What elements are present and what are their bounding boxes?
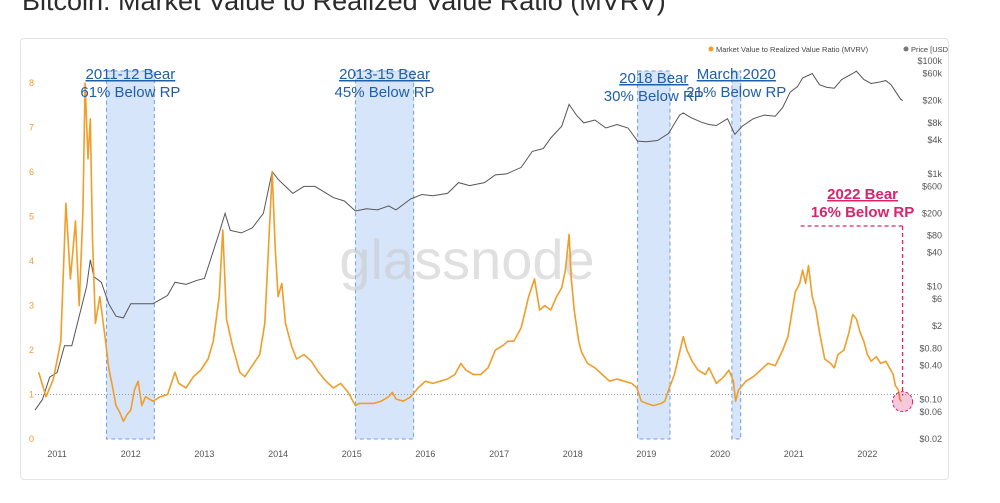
right-axis-tick-label: $1k [927,169,942,179]
bear-annotation-subtitle: 61% Below RP [80,84,180,101]
legend-label: Price [USD] [911,45,948,54]
x-axis-tick-label: 2020 [710,449,730,459]
x-axis-tick-label: 2013 [194,449,214,459]
right-axis-tick-label: $10 [927,282,942,292]
chart-frame: glassnode 0 1 2 3 4 5 6 7 8 $100k $60k $20k $8k $4k $1k… [20,38,949,480]
right-axis-tick-label: $600 [922,181,942,191]
x-axis-tick-label: 2021 [784,449,804,459]
legend-label: Market Value to Realized Value Ratio (MV… [716,45,869,54]
x-axis-tick-label: 2015 [342,449,362,459]
current-bear-marker [892,391,914,413]
mvrv-series-line [37,82,902,422]
left-axis-tick-label: 0 [29,434,34,444]
left-axis-tick-label: 1 [29,390,34,400]
bear-annotation-title: 2018 Bear [619,70,688,87]
left-axis-tick-label: 7 [29,123,34,133]
price-series-line [34,70,904,411]
mvrv-chart: glassnode 0 1 2 3 4 5 6 7 8 $100k $60k $20k $8k $4k $1k… [29,45,948,459]
right-axis-tick-label: $200 [922,208,942,218]
bear-region-3 [637,70,671,440]
x-axis-tick-label: 2016 [415,449,435,459]
left-axis-tick-label: 8 [29,78,34,88]
right-axis-tick-label: $80 [927,231,942,241]
right-axis-tick-label: $60k [922,69,942,79]
x-axis-tick-label: 2012 [121,449,141,459]
right-axis-tick-label: $40 [927,248,942,258]
bear-annotation-subtitle: 21% Below RP [686,84,786,101]
current-bear-subtitle: 16% Below RP [811,204,914,221]
left-axis-tick-label: 2 [29,345,34,355]
right-axis-tick-label: $0.06 [919,407,942,417]
bear-region-2 [354,70,415,440]
right-axis-tick-label: $20k [922,95,942,105]
legend-swatch [708,46,714,52]
right-axis-tick-label: $8k [927,118,942,128]
x-axis-tick-label: 2017 [489,449,509,459]
bear-annotation-subtitle: 30% Below RP [604,88,704,105]
left-axis-tick-label: 5 [29,212,34,222]
bear-annotation-title: 2013-15 Bear [339,66,430,83]
current-bear-title: 2022 Bear [827,186,898,203]
bear-annotation-title: 2011-12 Bear [85,66,175,83]
x-axis-tick-label: 2014 [268,449,288,459]
legend-swatch [903,46,909,52]
x-axis-tick-label: 2018 [563,449,583,459]
right-axis-tick-label: $0.02 [919,434,942,444]
right-axis-tick-label: $6 [932,294,942,304]
x-axis-tick-label: 2019 [636,449,656,459]
right-axis-tick-label: $2 [932,321,942,331]
right-axis-tick-label: $100k [917,56,942,66]
right-axis-tick-label: $0.40 [919,361,942,371]
bear-region-4 [731,70,742,440]
bear-annotation-title: March 2020 [697,66,776,83]
x-axis-tick-label: 2011 [47,449,66,459]
right-axis-tick-label: $0.80 [919,344,942,354]
left-axis-tick-label: 3 [29,301,34,311]
page-title: Bitcoin: Market Value to Realized Value … [22,0,666,16]
x-axis-tick-label: 2022 [857,449,877,459]
left-axis-tick-label: 4 [29,256,34,266]
watermark-text: glassnode [339,228,594,291]
bear-region-1 [105,70,155,440]
bear-annotation-subtitle: 45% Below RP [335,84,435,101]
right-axis-tick-label: $4k [927,135,942,145]
left-axis-tick-label: 6 [29,167,34,177]
right-axis-tick-label: $0.10 [919,395,942,405]
